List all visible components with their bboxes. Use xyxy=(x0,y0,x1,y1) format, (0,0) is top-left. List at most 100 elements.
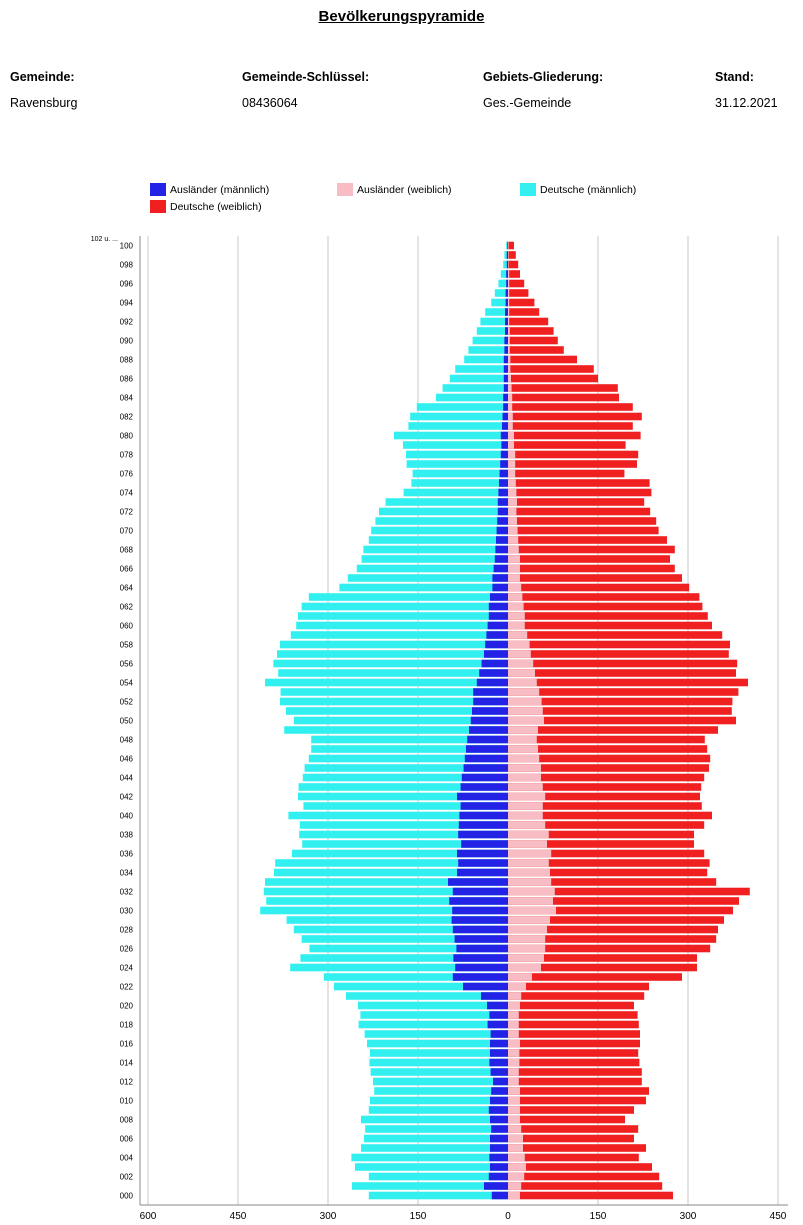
bar-deutsche-weiblich xyxy=(508,802,702,810)
bar-deutsche-maennlich xyxy=(408,422,508,430)
bar-auslaender-weiblich xyxy=(508,393,513,402)
bar-deutsche-maennlich xyxy=(286,707,508,715)
y-tick-label: 002 xyxy=(120,1173,134,1182)
bar-deutsche-weiblich xyxy=(508,1144,646,1152)
bar-deutsche-weiblich xyxy=(508,479,650,487)
bar-auslaender-weiblich xyxy=(508,1001,520,1010)
x-tick-label: 450 xyxy=(770,1211,787,1222)
bar-auslaender-maennlich xyxy=(488,1106,508,1114)
y-tick-label: 032 xyxy=(120,888,134,897)
bar-deutsche-weiblich xyxy=(508,612,708,620)
y-tick-label: 068 xyxy=(120,546,134,555)
bar-auslaender-maennlich xyxy=(457,849,508,858)
bar-deutsche-maennlich xyxy=(503,260,508,269)
bar-deutsche-weiblich xyxy=(508,545,675,554)
bar-deutsche-maennlich xyxy=(485,308,508,316)
bar-deutsche-maennlich xyxy=(468,346,508,354)
bar-deutsche-weiblich xyxy=(508,773,705,782)
bar-deutsche-weiblich xyxy=(508,754,711,763)
bar-auslaender-weiblich xyxy=(508,802,543,810)
bar-auslaender-weiblich xyxy=(508,830,549,839)
bar-auslaender-maennlich xyxy=(496,536,508,544)
bar-deutsche-weiblich xyxy=(508,973,682,981)
bar-auslaender-maennlich xyxy=(499,479,508,487)
bar-deutsche-weiblich xyxy=(508,241,514,250)
bar-auslaender-weiblich xyxy=(508,792,546,801)
bar-deutsche-maennlich xyxy=(455,365,508,373)
y-tick-label: 006 xyxy=(120,1135,134,1144)
bar-deutsche-weiblich xyxy=(508,1068,642,1076)
bar-deutsche-maennlich xyxy=(494,289,508,297)
bar-deutsche-weiblich xyxy=(508,726,718,734)
bar-deutsche-maennlich xyxy=(476,327,508,335)
bar-auslaender-weiblich xyxy=(508,251,509,259)
y-tick-label: 000 xyxy=(120,1192,134,1201)
bar-deutsche-weiblich xyxy=(508,916,724,924)
bar-deutsche-maennlich xyxy=(506,241,508,250)
bar-deutsche-maennlich xyxy=(403,441,508,449)
bar-auslaender-weiblich xyxy=(508,450,516,459)
legend-swatch xyxy=(520,183,536,196)
bar-auslaender-weiblich xyxy=(508,906,556,915)
bar-auslaender-maennlich xyxy=(488,612,508,620)
y-tick-label: 070 xyxy=(120,527,134,536)
bar-deutsche-weiblich xyxy=(508,735,705,744)
bar-auslaender-weiblich xyxy=(508,963,541,972)
bar-deutsche-weiblich xyxy=(508,1125,639,1133)
bar-auslaender-weiblich xyxy=(508,764,541,772)
bar-auslaender-weiblich xyxy=(508,1096,520,1105)
y-tick-label: 100 xyxy=(120,242,134,251)
bar-auslaender-weiblich xyxy=(508,289,510,297)
bar-auslaender-weiblich xyxy=(508,336,510,345)
bar-auslaender-maennlich xyxy=(489,1011,508,1019)
y-tick-label: 074 xyxy=(120,489,134,498)
bar-deutsche-maennlich xyxy=(385,498,508,506)
page-title: Bevölkerungspyramide xyxy=(318,8,485,25)
bar-deutsche-maennlich xyxy=(265,678,508,687)
y-tick-label: 058 xyxy=(120,641,134,650)
meta-value: 31.12.2021 xyxy=(715,96,778,110)
bar-deutsche-weiblich xyxy=(508,441,626,449)
y-tick-label: 012 xyxy=(120,1078,134,1087)
bar-deutsche-weiblich xyxy=(508,868,708,877)
bar-deutsche-maennlich xyxy=(379,507,508,516)
bar-deutsche-maennlich xyxy=(302,773,508,782)
bar-auslaender-weiblich xyxy=(508,602,524,611)
bar-auslaender-weiblich xyxy=(508,365,511,373)
bar-deutsche-maennlich xyxy=(299,830,508,839)
bar-deutsche-weiblich xyxy=(508,327,554,335)
bar-auslaender-maennlich xyxy=(463,764,508,772)
y-tick-label: 046 xyxy=(120,755,134,764)
bar-auslaender-maennlich xyxy=(490,593,508,601)
bar-auslaender-maennlich xyxy=(497,507,508,516)
bar-deutsche-weiblich xyxy=(508,251,516,259)
bar-deutsche-maennlich xyxy=(304,764,508,772)
bar-auslaender-weiblich xyxy=(508,1172,525,1181)
bar-deutsche-weiblich xyxy=(508,650,729,658)
bar-deutsche-maennlich xyxy=(274,868,508,877)
bar-auslaender-maennlich xyxy=(507,241,508,250)
legend-item-deutsche-weiblich: Deutsche (weiblich) xyxy=(150,200,262,213)
bar-auslaender-weiblich xyxy=(508,631,528,639)
bar-deutsche-maennlich xyxy=(347,574,508,582)
bar-deutsche-weiblich xyxy=(508,935,717,943)
y-tick-label: 080 xyxy=(120,432,134,441)
bar-auslaender-weiblich xyxy=(508,583,522,592)
bar-deutsche-maennlich xyxy=(411,479,508,487)
bar-auslaender-maennlich xyxy=(499,469,508,478)
y-tick-label: 016 xyxy=(120,1040,134,1049)
bar-deutsche-maennlich xyxy=(265,878,508,886)
bar-auslaender-maennlich xyxy=(489,1058,508,1067)
y-tick-label: 092 xyxy=(120,318,134,327)
bar-deutsche-weiblich xyxy=(508,469,625,478)
x-tick-label: 150 xyxy=(410,1211,427,1222)
meta-label: Gemeinde: xyxy=(10,70,75,84)
bar-auslaender-maennlich xyxy=(488,1172,508,1181)
bar-deutsche-weiblich xyxy=(508,555,670,563)
bar-deutsche-weiblich xyxy=(508,631,723,639)
bar-auslaender-maennlich xyxy=(472,707,508,715)
bar-auslaender-maennlich xyxy=(473,688,508,696)
y-tick-label: 086 xyxy=(120,375,134,384)
bar-deutsche-maennlich xyxy=(361,555,508,563)
x-tick-label: 300 xyxy=(320,1211,337,1222)
